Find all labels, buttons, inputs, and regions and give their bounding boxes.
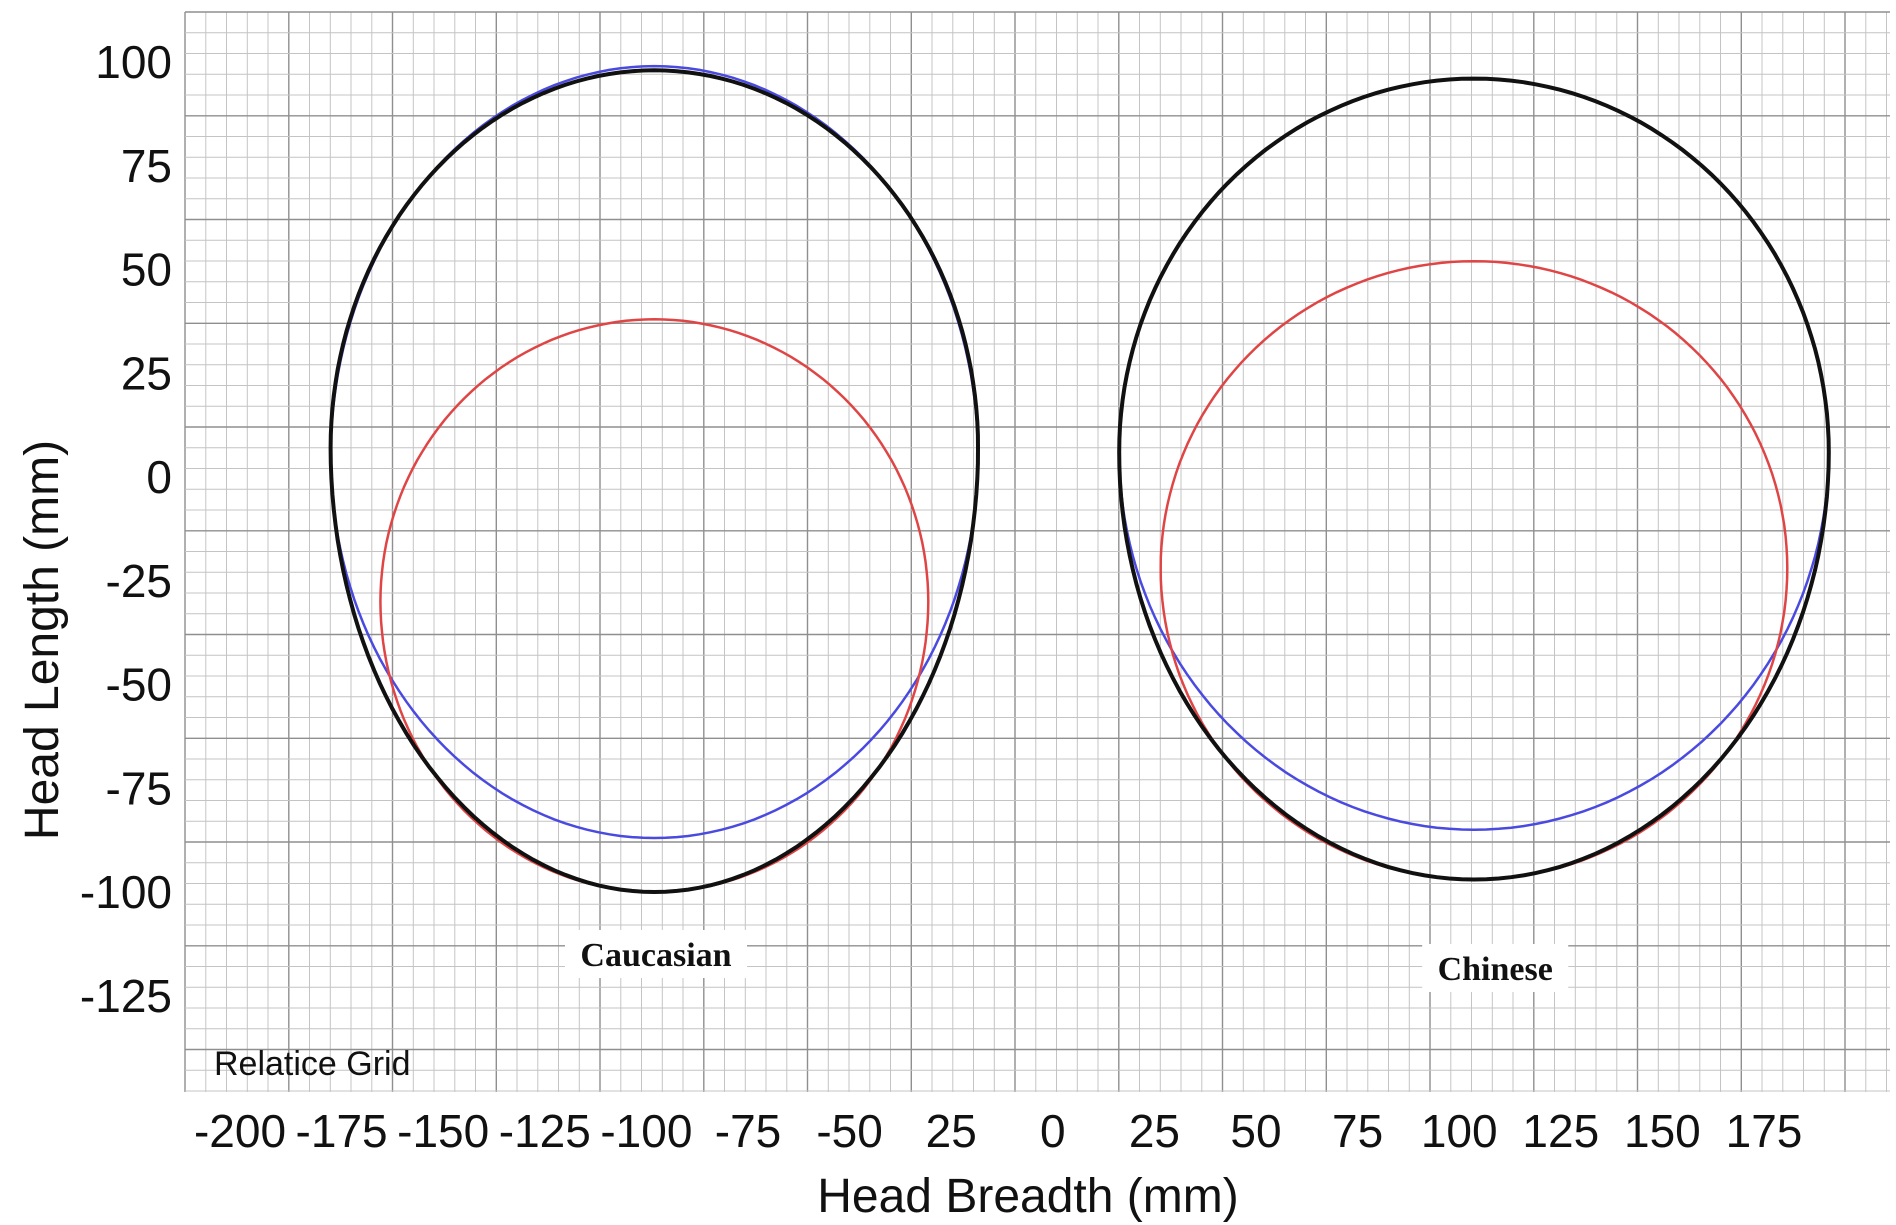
x-tick-label: 25 — [1129, 1105, 1180, 1157]
x-tick-label: 150 — [1624, 1105, 1701, 1157]
curve-black-chinese — [1117, 76, 1831, 882]
curve-blue-caucasian — [329, 64, 980, 840]
curves — [328, 64, 1831, 895]
y-tick-label: 0 — [146, 451, 172, 503]
grid-note: Relatice Grid — [214, 1045, 411, 1083]
x-tick-label: -200 — [194, 1105, 286, 1157]
x-tick-label: 175 — [1726, 1105, 1803, 1157]
x-tick-label: -125 — [499, 1105, 591, 1157]
x-axis-title: Head Breadth (mm) — [817, 1170, 1238, 1223]
x-tick-label: -100 — [600, 1105, 692, 1157]
x-tick-label: -150 — [397, 1105, 489, 1157]
group-label-chinese: Chinese — [1438, 951, 1553, 988]
y-tick-label: -75 — [106, 762, 172, 814]
x-tick-label: 25 — [926, 1105, 977, 1157]
y-tick-label: -50 — [106, 659, 172, 711]
x-tick-label: 100 — [1421, 1105, 1498, 1157]
y-tick-label: 100 — [95, 36, 172, 88]
x-tick-label: 75 — [1332, 1105, 1383, 1157]
y-tick-label: -25 — [106, 555, 172, 607]
grid — [184, 11, 1890, 1092]
x-tick-labels: -200 -175 -150 -125 -100 -75 -50 25 0 25 50 75 100 12… — [194, 1105, 1802, 1157]
y-tick-label: 50 — [121, 244, 172, 296]
curve-black-caucasian — [328, 68, 980, 895]
x-tick-label: 0 — [1040, 1105, 1066, 1157]
y-tick-labels: 100 75 50 25 0 -25 -50 -75 -100 -125 — [80, 36, 172, 1022]
x-tick-label: 50 — [1230, 1105, 1281, 1157]
y-tick-label: -125 — [80, 970, 172, 1022]
x-tick-label: -75 — [715, 1105, 781, 1157]
group-label-caucasian: Caucasian — [580, 937, 731, 974]
x-tick-label: -175 — [296, 1105, 388, 1157]
y-tick-label: 25 — [121, 347, 172, 399]
curve-red-caucasian — [379, 318, 930, 894]
y-tick-label: -100 — [80, 866, 172, 918]
group-label-bg — [1422, 944, 1569, 992]
y-tick-label: 75 — [121, 140, 172, 192]
y-axis-title: Head Length (mm) — [16, 440, 69, 840]
x-tick-label: -50 — [816, 1105, 882, 1157]
x-tick-label: 125 — [1522, 1105, 1599, 1157]
group-label-bg — [565, 930, 747, 978]
group-labels: Caucasian Chinese — [565, 930, 1569, 992]
